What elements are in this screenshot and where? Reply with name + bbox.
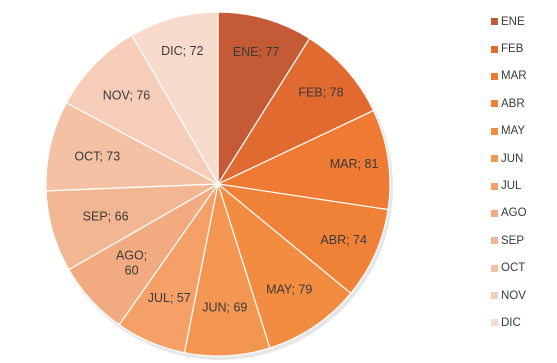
data-label-ago: AGO; 60 [116,248,147,277]
legend-item-nov: NOV [491,282,557,309]
legend-item-abr: ABR [491,90,557,117]
legend-label: JUN [501,152,524,165]
legend-swatch [491,45,498,53]
legend-swatch [491,127,498,135]
legend-item-oct: OCT [491,255,557,282]
legend-label: ENE [501,15,525,28]
legend-label: DIC [501,316,521,329]
legend-label: OCT [501,262,526,275]
pie-slice-may [216,182,352,349]
data-label-nov: NOV; 76 [103,89,151,103]
legend-label: AGO [501,207,527,220]
legend-label: ABR [501,97,525,110]
legend-label: NOV [501,289,526,302]
pie-slice-feb [216,37,375,186]
legend-item-feb: FEB [491,35,557,62]
data-label-abr: ABR; 74 [320,233,367,247]
legend-swatch [491,264,498,272]
legend-item-dic: DIC [491,309,557,336]
legend-item-ene: ENE [491,8,557,35]
legend-swatch [491,155,498,163]
legend-item-mar: MAR [491,63,557,90]
legend-swatch [491,209,498,217]
pie-slice-oct [45,101,221,192]
data-label-jul: JUL; 57 [148,291,191,305]
legend-label: SEP [501,234,525,247]
legend-label: JUL [501,180,522,193]
data-label-ene: ENE; 77 [233,45,280,59]
pie-slice-abr [215,183,389,295]
legend-swatch [491,319,498,327]
legend-swatch [491,237,498,245]
data-label-oct: OCT; 73 [74,149,120,163]
data-label-may: MAY; 79 [266,283,312,297]
legend: ENE FEB MAR ABR MAY JUN JUL AGO SEP OCT NOV DIC [491,8,557,363]
legend-swatch [491,182,498,190]
legend-item-jul: JUL [491,172,557,199]
pie-slice-mar [215,109,391,211]
legend-item-ago: AGO [491,200,557,227]
legend-label: MAY [501,125,526,138]
legend-swatch [491,18,498,26]
pie-slice-ene [217,11,311,187]
data-label-feb: FEB; 78 [298,86,343,100]
data-label-mar: MAR; 81 [330,157,379,171]
legend-item-sep: SEP [491,227,557,254]
legend-swatch [491,292,498,300]
data-label-dic: DIC; 72 [161,44,203,58]
data-label-jun: JUN; 69 [202,301,247,315]
legend-swatch [491,100,498,108]
legend-label: MAR [501,70,527,83]
pie-slice-nov [65,34,220,186]
pie-slice-dic [131,11,219,187]
legend-item-may: MAY [491,118,557,145]
legend-swatch [491,72,498,80]
legend-item-jun: JUN [491,145,557,172]
legend-label: FEB [501,43,524,56]
data-label-sep: SEP; 66 [83,209,129,223]
